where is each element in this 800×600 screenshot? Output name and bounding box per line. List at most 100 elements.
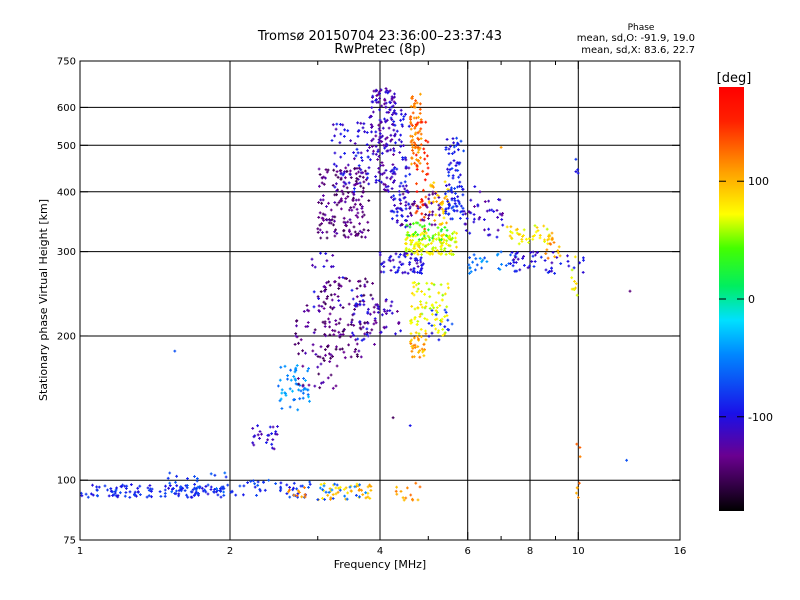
echo-point (355, 482, 359, 486)
echo-point (512, 258, 516, 262)
echo-point (452, 159, 456, 162)
echo-point (291, 488, 295, 492)
echo-point (353, 187, 356, 190)
echo-point (389, 304, 393, 308)
echo-point (354, 172, 358, 176)
echo-point (409, 332, 413, 335)
echo-point (328, 320, 331, 324)
echo-point (539, 255, 543, 259)
echo-point (338, 199, 342, 203)
echo-point (410, 162, 413, 166)
echo-point (288, 405, 292, 409)
echo-point (362, 303, 366, 307)
echo-point (359, 202, 362, 206)
echo-point (388, 256, 392, 260)
echo-point (312, 290, 316, 294)
echo-point (355, 342, 359, 346)
echo-point (258, 430, 262, 433)
echo-point (374, 321, 378, 325)
echo-point (417, 350, 420, 354)
echo-point (287, 490, 290, 494)
echo-point (333, 215, 337, 219)
echo-point (409, 127, 413, 131)
echo-point (164, 484, 167, 488)
echo-point (196, 477, 199, 480)
echo-point (196, 485, 200, 489)
echo-point (119, 491, 122, 495)
echo-point (381, 126, 385, 130)
x-tick-label: 6 (465, 546, 471, 557)
echo-point (280, 388, 284, 392)
echo-point (409, 256, 413, 260)
echo-point (329, 208, 333, 212)
echo-point (302, 310, 306, 313)
echo-point (387, 126, 391, 130)
echo-point (349, 139, 352, 143)
echo-point (442, 216, 446, 220)
echo-point (392, 153, 395, 156)
echo-point (576, 168, 580, 172)
echo-point (343, 494, 346, 498)
echo-point (490, 208, 494, 212)
echo-point (394, 252, 398, 256)
echo-point (327, 201, 330, 205)
echo-point (299, 389, 303, 393)
echo-point (459, 173, 462, 177)
echo-point (421, 237, 424, 241)
echo-point (399, 181, 403, 185)
echo-point (383, 310, 387, 313)
echo-point (238, 484, 242, 488)
echo-point (530, 260, 534, 263)
echo-point (443, 325, 447, 329)
echo-point (390, 118, 394, 121)
echo-point (413, 132, 417, 136)
echo-point (332, 162, 336, 166)
echo-point (286, 377, 289, 381)
echo-point (339, 155, 343, 159)
echo-point (427, 243, 430, 246)
echo-point (408, 222, 412, 226)
echo-point (483, 228, 486, 232)
echo-point (444, 292, 447, 296)
echo-point (353, 350, 357, 354)
echo-point (286, 374, 289, 377)
echo-point (356, 151, 360, 155)
echo-point (408, 207, 412, 210)
echo-point (457, 200, 461, 204)
echo-point (352, 333, 355, 337)
echo-point (418, 146, 422, 150)
echo-point (395, 214, 399, 218)
echo-point (346, 129, 350, 133)
echo-point (307, 395, 310, 399)
echo-point (242, 493, 245, 497)
echo-point (317, 372, 321, 376)
echo-point (468, 272, 471, 275)
echo-point (413, 336, 416, 340)
echo-point (295, 319, 299, 322)
echo-point (341, 276, 345, 279)
echo-point (331, 254, 335, 257)
echo-point (362, 337, 366, 341)
echo-point (437, 203, 441, 207)
echo-point (371, 152, 375, 156)
echo-point (419, 303, 423, 306)
echo-point (440, 252, 443, 255)
echo-point (343, 128, 346, 132)
echo-point (404, 174, 408, 178)
echo-point (409, 211, 412, 215)
echo-point (276, 425, 279, 428)
echo-point (280, 407, 284, 410)
echo-point (328, 487, 332, 490)
echo-point (550, 231, 554, 235)
echo-point (575, 491, 578, 495)
echo-point (337, 276, 341, 280)
echo-point (441, 334, 445, 337)
echo-point (397, 322, 401, 325)
echo-point (319, 345, 323, 349)
echo-point (343, 200, 347, 204)
echo-point (297, 341, 300, 345)
echo-point (331, 497, 335, 500)
echo-point (538, 234, 542, 237)
echo-point (316, 498, 320, 501)
echo-point (413, 346, 417, 349)
